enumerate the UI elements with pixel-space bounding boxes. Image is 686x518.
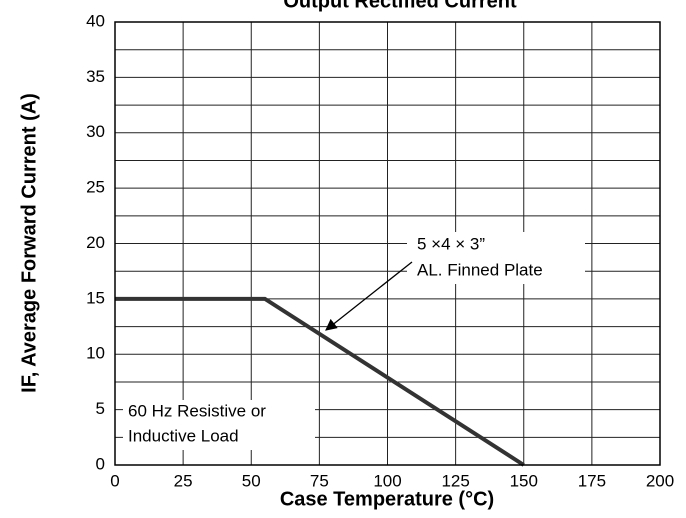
x-tick-label: 25: [174, 471, 193, 490]
annotation: Inductive Load: [128, 426, 239, 445]
annotation-arrow: [325, 261, 413, 331]
y-tick-label: 25: [86, 178, 105, 197]
x-tick-label: 175: [578, 471, 606, 490]
y-tick-label: 35: [86, 67, 105, 86]
series: [115, 296, 525, 467]
x-tick-label: 0: [110, 471, 119, 490]
y-tick-label: 40: [86, 11, 105, 30]
x-tick-label: 50: [242, 471, 261, 490]
annotation: 60 Hz Resistive or: [128, 401, 266, 420]
y-axis-label: IF, Average Forward Current (A): [18, 93, 40, 393]
data-line: [115, 296, 525, 467]
x-tick-label: 100: [373, 471, 401, 490]
x-tick-label: 75: [310, 471, 329, 490]
x-axis-label: Case Temperature (°C): [280, 488, 494, 510]
y-tick-label: 15: [86, 288, 105, 307]
x-tick-label: 200: [646, 471, 674, 490]
y-tick-label: 10: [86, 344, 105, 363]
chart-title: Output Rectified Current: [283, 0, 517, 12]
annotation: 5 ×4 × 3”: [417, 234, 485, 253]
y-tick-label: 5: [96, 399, 105, 418]
plot-frame: [114, 21, 661, 466]
x-tick-label: 125: [441, 471, 469, 490]
y-tick-label: 0: [96, 454, 105, 473]
annotation: AL. Finned Plate: [417, 260, 543, 279]
annotation-bg: [407, 232, 585, 284]
annotation-bg: [123, 400, 315, 450]
x-tick-label: 150: [510, 471, 538, 490]
y-tick-label: 20: [86, 233, 105, 252]
y-tick-label: 30: [86, 122, 105, 141]
